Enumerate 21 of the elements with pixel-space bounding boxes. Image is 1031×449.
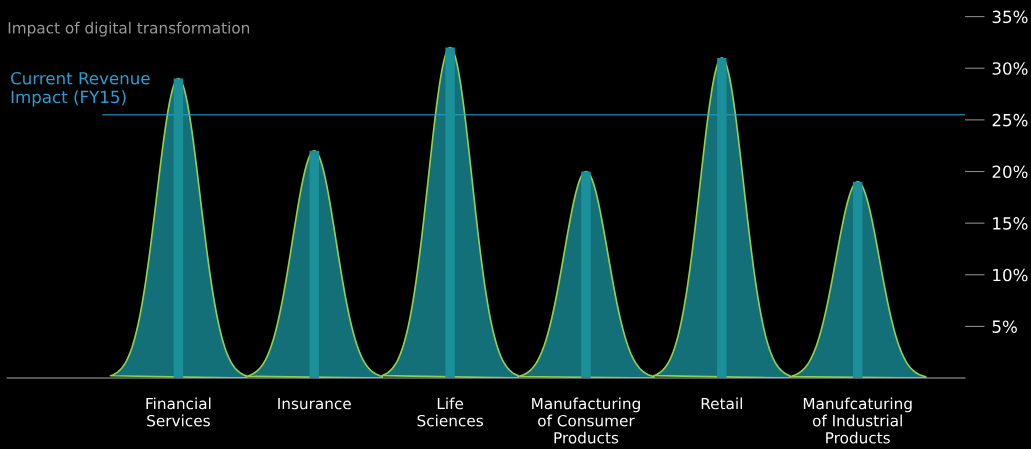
bar — [445, 47, 455, 379]
x-tick-label: Manufacturing of Consumer Products — [532, 397, 640, 444]
x-tick-label: Manufcaturing of Industrial Products — [803, 397, 912, 444]
x-tick-label: Retail — [701, 397, 742, 410]
bar — [717, 57, 727, 379]
y-tick-label: 15% — [993, 217, 1028, 230]
x-tick-label: Financial Services — [146, 397, 211, 427]
y-tick-label: 25% — [992, 113, 1028, 127]
y-tick-label: 30% — [992, 62, 1028, 75]
bar — [852, 181, 863, 379]
x-tick-label: Insurance — [278, 397, 351, 410]
bar — [581, 171, 591, 379]
bar — [309, 150, 320, 379]
y-tick-label: 20% — [992, 165, 1028, 179]
y-tick-label: 10% — [993, 268, 1028, 282]
x-tick-label: Life Sciences — [417, 397, 483, 427]
y-tick-label: 35% — [992, 10, 1028, 24]
ref-line-label: Current Revenue Impact (FY15) — [11, 71, 150, 107]
y-tick-label: 5% — [992, 320, 1017, 333]
chart-title: Impact of digital transformation — [8, 21, 250, 37]
bar — [173, 78, 184, 379]
